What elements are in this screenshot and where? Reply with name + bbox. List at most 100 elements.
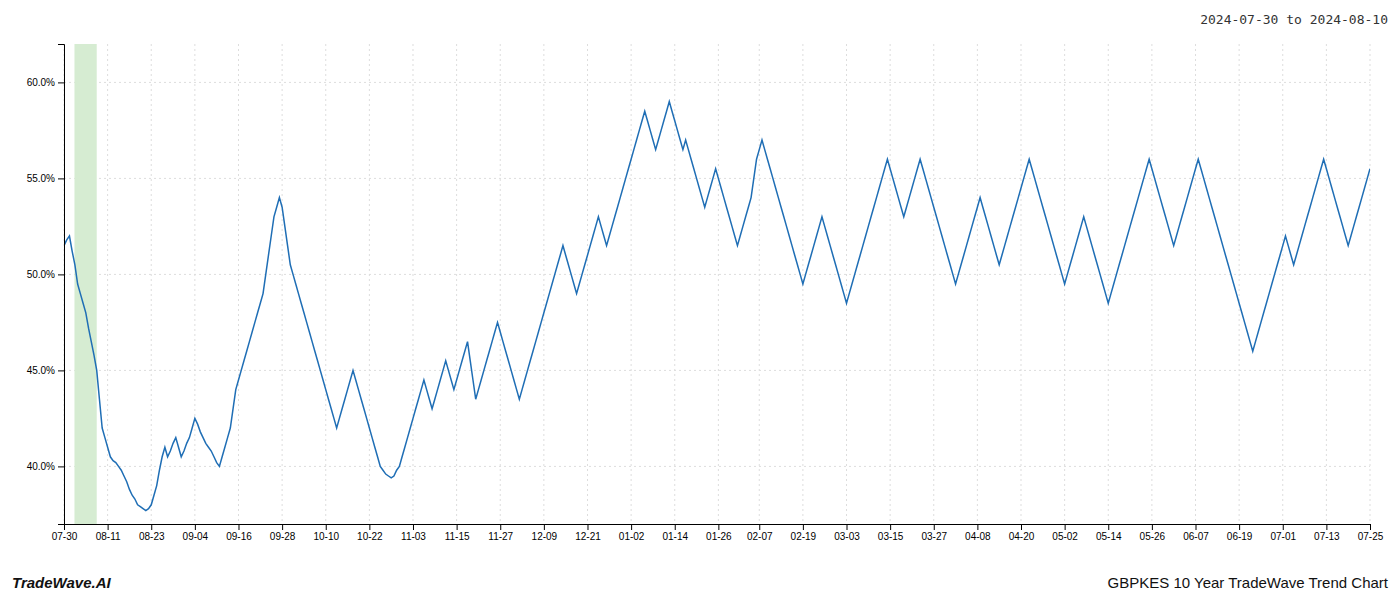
x-tick: 09-16 xyxy=(226,524,252,542)
x-grid-line xyxy=(674,44,675,524)
x-grid-line xyxy=(1239,44,1240,524)
x-tick: 07-01 xyxy=(1270,524,1296,542)
x-tick: 03-27 xyxy=(921,524,947,542)
y-tick: 55.0% xyxy=(27,173,64,184)
x-grid-line xyxy=(933,44,934,524)
x-grid-line xyxy=(369,44,370,524)
y-tick-mark xyxy=(58,274,64,275)
x-tick-label: 02-19 xyxy=(791,531,817,542)
x-tick: 05-02 xyxy=(1052,524,1078,542)
x-tick-label: 09-04 xyxy=(183,531,209,542)
x-tick: 03-15 xyxy=(878,524,904,542)
x-grid-line xyxy=(1021,44,1022,524)
x-tick-label: 10-10 xyxy=(313,531,339,542)
x-tick-label: 07-01 xyxy=(1270,531,1296,542)
x-tick: 09-04 xyxy=(183,524,209,542)
x-grid-line xyxy=(890,44,891,524)
x-tick-mark xyxy=(675,524,676,530)
x-grid-line xyxy=(631,44,632,524)
x-grid-line xyxy=(1326,44,1327,524)
x-tick-mark xyxy=(1196,524,1197,530)
x-tick-label: 07-30 xyxy=(52,531,78,542)
x-tick-mark xyxy=(718,524,719,530)
y-grid-line xyxy=(64,370,1370,371)
x-tick-mark xyxy=(544,524,545,530)
x-tick-mark xyxy=(195,524,196,530)
x-tick-mark xyxy=(1326,524,1327,530)
x-tick: 01-02 xyxy=(619,524,645,542)
x-tick-mark xyxy=(934,524,935,530)
x-tick-mark xyxy=(587,524,588,530)
x-tick-label: 01-26 xyxy=(706,531,732,542)
x-tick-mark xyxy=(1108,524,1109,530)
y-tick-mark xyxy=(58,370,64,371)
x-tick: 11-15 xyxy=(445,524,470,542)
x-tick-label: 11-27 xyxy=(488,531,513,542)
x-grid-line xyxy=(412,44,413,524)
x-tick-mark xyxy=(631,524,632,530)
y-tick-label: 60.0% xyxy=(27,77,55,88)
x-grid-line xyxy=(543,44,544,524)
x-tick: 11-27 xyxy=(488,524,513,542)
x-tick-label: 06-07 xyxy=(1183,531,1209,542)
x-tick: 01-14 xyxy=(662,524,688,542)
x-tick: 02-07 xyxy=(747,524,773,542)
y-grid-line xyxy=(64,466,1370,467)
x-grid-line xyxy=(1108,44,1109,524)
x-tick: 01-26 xyxy=(706,524,732,542)
x-tick-mark xyxy=(500,524,501,530)
x-tick: 09-28 xyxy=(270,524,296,542)
x-tick-mark xyxy=(759,524,760,530)
y-axis: 40.0%45.0%50.0%55.0%60.0% xyxy=(27,45,65,525)
x-tick: 04-08 xyxy=(965,524,991,542)
x-tick: 03-03 xyxy=(834,524,860,542)
x-tick-label: 08-23 xyxy=(139,531,165,542)
x-tick-mark xyxy=(108,524,109,530)
x-grid-line xyxy=(456,44,457,524)
x-tick-label: 09-28 xyxy=(270,531,296,542)
x-tick: 08-11 xyxy=(96,524,121,542)
x-tick: 10-10 xyxy=(313,524,339,542)
x-grid-line xyxy=(718,44,719,524)
x-grid-line xyxy=(500,44,501,524)
x-tick-label: 01-14 xyxy=(662,531,688,542)
x-tick-mark xyxy=(1152,524,1153,530)
x-tick-mark xyxy=(890,524,891,530)
plot-area: 07-30 08-11 08-23 09-04 09-16 09-28 10-10 10-22… xyxy=(27,44,1384,542)
x-tick-label: 05-26 xyxy=(1140,531,1166,542)
x-tick-label: 01-02 xyxy=(619,531,645,542)
x-tick-label: 12-09 xyxy=(532,531,558,542)
x-grid-line xyxy=(587,44,588,524)
y-tick-label: 50.0% xyxy=(27,269,55,280)
x-tick-label: 10-22 xyxy=(357,531,383,542)
x-grid-line xyxy=(1282,44,1283,524)
x-tick-mark xyxy=(282,524,283,530)
x-tick-label: 05-14 xyxy=(1096,531,1122,542)
x-tick: 06-07 xyxy=(1183,524,1209,542)
x-tick-mark xyxy=(413,524,414,530)
x-tick-mark xyxy=(1283,524,1284,530)
x-tick-label: 11-15 xyxy=(445,531,470,542)
x-tick-label: 05-02 xyxy=(1052,531,1078,542)
x-tick-label: 11-03 xyxy=(401,531,426,542)
x-tick: 05-14 xyxy=(1096,524,1122,542)
x-tick: 10-22 xyxy=(357,524,383,542)
x-tick-mark xyxy=(1021,524,1022,530)
x-tick: 12-21 xyxy=(575,524,601,542)
x-tick-mark xyxy=(977,524,978,530)
x-tick-mark xyxy=(1065,524,1066,530)
x-grid-line xyxy=(1195,44,1196,524)
x-tick: 07-30 xyxy=(52,524,78,542)
y-tick-mark xyxy=(58,82,64,83)
x-tick-mark xyxy=(151,524,152,530)
x-tick-label: 07-25 xyxy=(1358,531,1384,542)
y-tick-label: 55.0% xyxy=(27,173,55,184)
x-grid-line xyxy=(238,44,239,524)
x-tick-label: 06-19 xyxy=(1227,531,1253,542)
y-axis-line xyxy=(58,45,65,525)
x-tick: 12-09 xyxy=(532,524,558,542)
title: 2024-07-30 to 2024-08-10 xyxy=(1200,12,1388,27)
x-tick-label: 03-03 xyxy=(834,531,860,542)
y-tick: 60.0% xyxy=(27,77,64,88)
x-tick: 07-13 xyxy=(1314,524,1340,542)
